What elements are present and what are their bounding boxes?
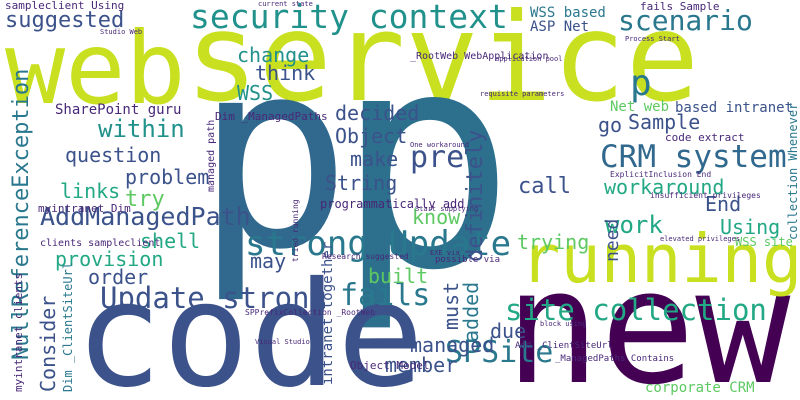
- word: Object Model: [350, 359, 429, 372]
- word: Update strong: [100, 281, 327, 315]
- word: ExplicitInclusion End: [610, 170, 711, 179]
- word: EXE via: [430, 249, 460, 257]
- word: application pool: [495, 55, 562, 63]
- word: possible via: [435, 255, 500, 265]
- word: need: [602, 219, 623, 262]
- word: Dim _ClientSiteUrl: [61, 262, 75, 392]
- word: based intranet: [675, 100, 793, 116]
- word: make: [350, 147, 398, 171]
- word: p: [630, 63, 652, 104]
- word: go: [598, 113, 622, 137]
- word: Add _ClientSiteUrl: [515, 341, 613, 351]
- word: service: [185, 0, 699, 129]
- word: built: [368, 264, 428, 288]
- word: ASP Net: [530, 19, 589, 35]
- word: call: [518, 174, 571, 199]
- word: web: [5, 10, 186, 127]
- word: suggested: [5, 8, 124, 33]
- word: _RootWeb WebApplication: [410, 51, 548, 62]
- word: fails Sample: [640, 0, 719, 13]
- word: Object: [335, 124, 407, 148]
- word: AddManagedPath: [40, 202, 251, 231]
- word: programmatically add: [320, 197, 465, 211]
- word: Studio Web: [100, 28, 142, 36]
- word: trying: [517, 230, 589, 254]
- word: Research suggested: [322, 252, 409, 261]
- word: corporate CRM: [645, 380, 755, 396]
- word: shell: [140, 229, 200, 253]
- word: current state: [258, 0, 313, 8]
- word: myintranet clients: [12, 273, 25, 392]
- word: question: [65, 143, 161, 167]
- word: scenario: [618, 4, 753, 37]
- word: Using: [720, 215, 780, 239]
- word: p: [335, 0, 516, 336]
- word: SPPrefixCollection _RootWeb: [245, 308, 375, 317]
- word: order: [88, 265, 148, 289]
- word: Dim _ManagedPaths: [215, 110, 328, 123]
- word: due: [490, 319, 526, 343]
- word: SPSite: [445, 335, 553, 370]
- word: WSS based: [530, 5, 606, 21]
- word: CRM system: [600, 139, 787, 175]
- word: collection Whenever: [786, 103, 800, 240]
- word: think: [255, 61, 315, 85]
- word: Process Start: [625, 35, 680, 43]
- word: know: [412, 205, 461, 229]
- word: Sample: [628, 110, 700, 134]
- word: definitely: [463, 130, 488, 262]
- word: problem: [125, 165, 209, 189]
- word: managed path: [206, 120, 217, 192]
- word: tried running: [291, 199, 300, 262]
- word: security context: [190, 0, 508, 36]
- word: links: [60, 179, 120, 203]
- word: intranet together: [320, 242, 336, 385]
- word: work: [605, 211, 663, 239]
- word: p: [195, 5, 352, 307]
- word: within: [98, 115, 185, 143]
- word: block using: [540, 320, 586, 328]
- word: End: [705, 192, 741, 216]
- word: running: [520, 220, 800, 298]
- word: provision: [55, 247, 163, 271]
- word: One workaround: [410, 141, 469, 149]
- word: Visual Studio: [255, 338, 310, 346]
- word: pre: [410, 140, 464, 175]
- word: clients sampleclient: [40, 238, 160, 249]
- word: new: [505, 236, 791, 400]
- word: insufficient privileges: [650, 191, 761, 200]
- word: member: [385, 353, 457, 377]
- word: Consider: [36, 296, 60, 392]
- word: elevated privileges: [660, 235, 740, 243]
- word: myintranet Dim: [38, 202, 131, 215]
- word: SharePoint guru: [55, 102, 181, 118]
- word: must: [439, 282, 463, 330]
- word: workaround: [604, 175, 724, 199]
- word: added: [459, 282, 483, 342]
- word: change: [237, 43, 309, 67]
- word: _ManagedPaths Contains: [555, 354, 674, 364]
- word: Start supplying: [415, 205, 478, 213]
- word: code extract: [665, 131, 744, 144]
- word: String: [325, 171, 397, 195]
- word: WSS: [237, 81, 273, 105]
- word: requisite parameters: [480, 90, 564, 98]
- word: WSS site: [735, 235, 793, 249]
- word: sampleclient Using: [5, 0, 124, 12]
- word: try: [125, 187, 165, 212]
- word: fails: [340, 278, 430, 313]
- word: code: [75, 251, 424, 400]
- word: decided: [335, 101, 419, 125]
- word: site collection: [505, 293, 767, 327]
- word: managed: [410, 333, 494, 357]
- word: Net web: [610, 99, 669, 115]
- word: strong Update: [245, 224, 511, 264]
- word: NullReferenceException: [9, 69, 34, 360]
- word: may: [250, 249, 286, 273]
